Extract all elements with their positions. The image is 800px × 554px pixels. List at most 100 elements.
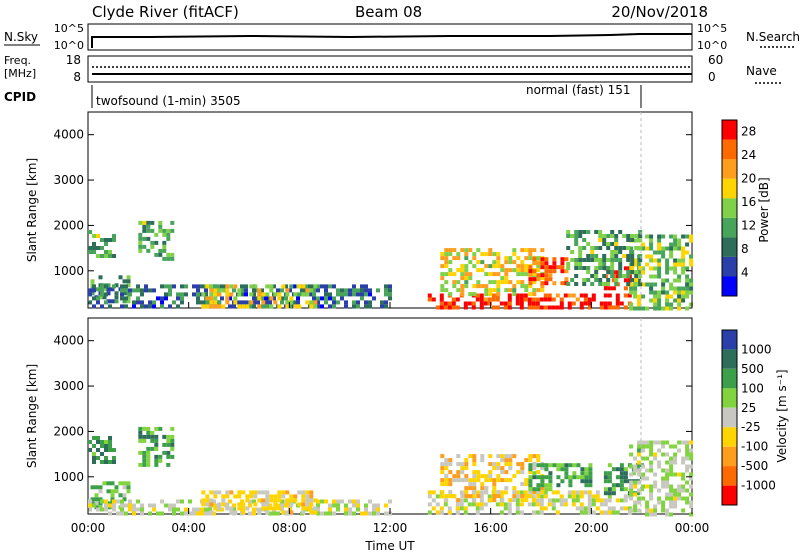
data-cell — [440, 272, 445, 277]
data-cell — [110, 287, 115, 292]
data-cell — [685, 286, 690, 291]
data-cell — [88, 250, 92, 254]
data-cell — [619, 498, 624, 503]
data-cell — [492, 482, 497, 487]
data-cell — [221, 502, 226, 507]
data-cell — [630, 238, 635, 242]
data-cell — [464, 284, 469, 289]
data-cell — [112, 284, 116, 289]
colorbar-swatch — [722, 427, 737, 447]
data-cell — [170, 454, 175, 459]
data-cell — [158, 224, 163, 229]
colorbar-swatch — [722, 178, 737, 199]
data-cell — [544, 487, 549, 492]
colorbar-tick-label: -1000 — [741, 479, 776, 493]
data-cell — [536, 494, 541, 499]
data-cell — [285, 292, 290, 297]
data-cell — [638, 238, 643, 242]
data-cell — [296, 296, 300, 301]
data-cell — [669, 246, 674, 251]
data-cell — [472, 478, 477, 483]
data-cell — [669, 234, 674, 239]
data-cell — [591, 498, 596, 503]
data-cell — [463, 305, 468, 310]
data-cell — [460, 478, 465, 483]
data-cell — [304, 284, 308, 289]
data-cell — [166, 252, 171, 257]
data-cell — [645, 504, 650, 509]
data-cell — [665, 258, 670, 263]
data-cell — [629, 488, 634, 493]
data-cell — [634, 246, 639, 250]
data-cell — [520, 268, 525, 273]
data-cell — [252, 296, 256, 301]
data-cell — [491, 293, 496, 298]
data-cell — [364, 503, 368, 508]
data-cell — [260, 296, 264, 301]
data-cell — [543, 506, 548, 511]
data-cell — [595, 498, 600, 503]
data-cell — [305, 490, 310, 495]
data-cell — [594, 266, 599, 270]
x-tick-label: 00:00 — [71, 521, 106, 535]
data-cell — [595, 494, 600, 499]
data-cell — [360, 296, 364, 301]
data-cell — [519, 510, 524, 515]
data-cell — [607, 491, 612, 496]
data-cell — [520, 470, 525, 475]
data-cell — [308, 292, 312, 297]
data-cell — [540, 483, 545, 488]
data-cell — [637, 440, 642, 445]
data-cell — [637, 508, 642, 513]
data-cell — [162, 248, 167, 253]
data-cell — [528, 265, 533, 270]
data-cell — [444, 498, 449, 503]
data-cell — [615, 475, 620, 480]
data-cell — [598, 266, 603, 270]
data-cell — [570, 234, 575, 238]
data-cell — [623, 498, 628, 503]
data-cell — [627, 293, 632, 298]
data-cell — [629, 508, 634, 513]
data-cell — [665, 306, 670, 311]
data-cell — [500, 454, 505, 459]
data-cell — [623, 506, 628, 511]
data-cell — [100, 288, 104, 293]
data-cell — [352, 503, 356, 508]
data-cell — [618, 246, 623, 250]
data-cell — [463, 301, 468, 306]
data-cell — [551, 490, 556, 495]
data-cell — [571, 494, 576, 499]
data-cell — [587, 305, 592, 310]
data-cell — [221, 288, 226, 293]
data-cell — [106, 501, 111, 506]
data-cell — [516, 470, 521, 475]
data-cell — [352, 284, 356, 289]
data-cell — [587, 506, 592, 511]
data-cell — [225, 506, 230, 511]
data-cell — [448, 260, 453, 265]
data-cell — [633, 508, 638, 513]
data-cell — [431, 506, 436, 511]
data-cell — [388, 296, 392, 301]
data-cell — [532, 475, 537, 480]
data-cell — [316, 288, 320, 293]
data-cell — [535, 502, 540, 507]
data-cell — [540, 479, 545, 484]
data-cell — [566, 266, 571, 270]
data-cell — [563, 502, 568, 507]
data-cell — [88, 507, 92, 512]
data-cell — [661, 234, 666, 239]
data-cell — [285, 288, 290, 293]
x-tick-label: 16:00 — [473, 521, 508, 535]
data-cell — [352, 499, 356, 504]
data-cell — [444, 288, 449, 293]
data-cell — [488, 474, 493, 479]
data-cell — [606, 278, 611, 282]
data-cell — [468, 292, 473, 297]
data-cell — [301, 498, 306, 503]
data-cell — [575, 498, 580, 503]
data-cell — [309, 288, 314, 293]
colorbar-swatch — [722, 349, 737, 369]
data-cell — [472, 470, 477, 475]
